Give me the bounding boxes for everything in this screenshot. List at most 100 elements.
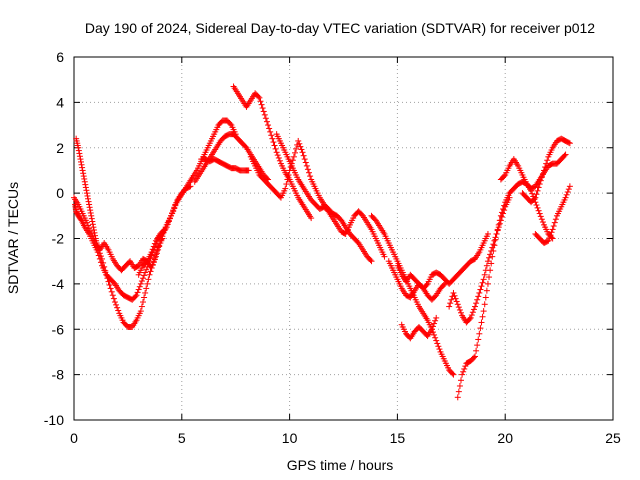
data-point (455, 388, 462, 395)
data-point (492, 236, 499, 243)
data-point (431, 331, 438, 338)
data-point (142, 269, 149, 276)
data-point (149, 246, 156, 253)
data-point (448, 296, 455, 303)
data-point (497, 212, 504, 219)
data-point (538, 216, 545, 223)
data-point (110, 295, 117, 302)
data-point (293, 145, 300, 152)
data-point (431, 320, 438, 327)
data-point (500, 206, 507, 213)
data-point (535, 184, 542, 191)
data-point (300, 152, 307, 159)
data-point (97, 253, 104, 260)
data-point (151, 240, 158, 247)
data-point (105, 278, 112, 285)
data-point (265, 122, 272, 129)
data-point (458, 377, 465, 384)
data-point (495, 221, 502, 228)
data-point (496, 217, 503, 224)
data-point (541, 167, 548, 174)
data-point (86, 201, 93, 208)
data-point (75, 147, 82, 154)
data-point (562, 194, 569, 201)
data-point (274, 152, 281, 159)
data-point (548, 229, 555, 236)
data-point (157, 240, 164, 247)
data-point (428, 326, 435, 333)
y-tick-label: 0 (56, 185, 64, 201)
data-point (171, 205, 178, 212)
data-point (139, 299, 146, 306)
data-point (479, 313, 486, 320)
data-point (470, 306, 477, 313)
y-tick-label: -8 (52, 367, 65, 383)
data-point (467, 314, 474, 321)
data-point (285, 171, 292, 178)
data-point (86, 225, 93, 232)
data-point (145, 276, 152, 283)
data-point (483, 287, 490, 294)
data-point (301, 156, 308, 163)
data-point (156, 243, 163, 250)
data-point (76, 150, 83, 157)
data-point (537, 213, 544, 220)
y-tick-label: -6 (52, 321, 65, 337)
data-point (458, 309, 465, 316)
data-point (262, 115, 269, 122)
data-point (562, 151, 569, 158)
data-point (91, 229, 98, 236)
data-point (440, 282, 447, 289)
data-point (308, 215, 315, 222)
data-point (139, 275, 146, 282)
data-point (137, 308, 144, 315)
data-point (80, 173, 87, 180)
data-point (90, 224, 97, 231)
y-tick-label: 2 (56, 140, 64, 156)
data-point (381, 253, 388, 260)
data-point (454, 394, 461, 401)
data-point (150, 259, 157, 266)
data-point (114, 304, 121, 311)
y-tick-labels: -10 -8 -6 -4 -2 0 2 4 6 (44, 49, 64, 428)
data-point (155, 246, 162, 253)
data-point (260, 108, 267, 115)
data-point (83, 190, 90, 197)
data-point (136, 283, 143, 290)
data-point (456, 382, 463, 389)
data-point (482, 294, 489, 301)
data-point (455, 304, 462, 311)
x-tick-labels: 0 5 10 15 20 25 (70, 430, 621, 446)
data-point (566, 183, 573, 190)
data-point (477, 325, 484, 332)
data-point (154, 250, 161, 257)
data-point (257, 98, 264, 105)
data-point (144, 280, 151, 287)
data-point (104, 275, 111, 282)
data-point (481, 301, 488, 308)
data-point (539, 219, 546, 226)
x-tick-label: 5 (178, 430, 186, 446)
data-point (478, 319, 485, 326)
data-point (150, 243, 157, 250)
data-point (267, 128, 274, 135)
data-point (551, 219, 558, 226)
data-point (472, 303, 479, 310)
data-point (546, 234, 553, 241)
data-point (472, 353, 479, 360)
data-point (462, 363, 469, 370)
data-point (450, 371, 457, 378)
data-point (276, 157, 283, 164)
data-point (484, 258, 491, 265)
data-point (456, 306, 463, 313)
data-point (106, 282, 113, 289)
data-point (90, 226, 97, 233)
data-point (433, 337, 440, 344)
data-point (87, 228, 94, 235)
y-axis-label: SDTVAR / TECUs (5, 182, 21, 294)
data-point (77, 156, 84, 163)
data-point (501, 173, 508, 180)
data-point (148, 249, 155, 256)
data-point (436, 346, 443, 353)
